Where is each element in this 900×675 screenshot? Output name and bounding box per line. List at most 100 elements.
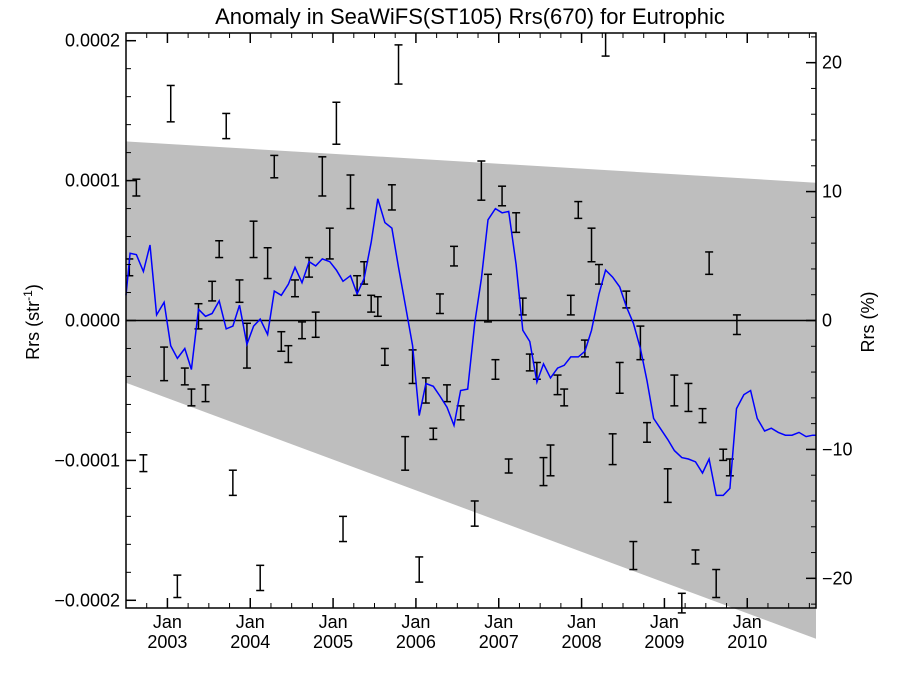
errorbar-point xyxy=(435,293,444,315)
errorbar-point xyxy=(173,574,182,599)
errorbar-point xyxy=(387,184,396,211)
errorbar-point xyxy=(325,227,334,260)
y-right-tick-label: −10 xyxy=(822,439,853,459)
errorbar-point xyxy=(228,469,237,497)
errorbar-point xyxy=(394,44,403,85)
errorbar-point xyxy=(608,433,617,466)
y-axis-left-label: Rrs (str-1) xyxy=(21,284,43,360)
errorbar-point xyxy=(249,220,258,259)
errorbar-point xyxy=(615,361,624,394)
errorbar-point xyxy=(546,444,555,477)
errorbar-point xyxy=(311,311,320,339)
errorbar-point xyxy=(415,556,424,583)
errorbar-point xyxy=(663,468,672,504)
y-axis-left-label-suffix: ) xyxy=(23,284,43,290)
errorbar-point xyxy=(580,339,589,358)
errorbar-point xyxy=(180,367,189,386)
y-right-tick-label: 20 xyxy=(822,53,842,73)
y-axis-left-label-main: Rrs (str xyxy=(23,301,43,360)
errorbar-point xyxy=(339,515,348,543)
x-tick-month-label: Jan xyxy=(650,612,679,632)
errorbar-point xyxy=(160,346,169,382)
errorbar-point xyxy=(491,358,500,381)
errorbar-point xyxy=(380,347,389,367)
x-tick-year-label: 2009 xyxy=(644,632,684,652)
errorbar-point xyxy=(566,294,575,316)
x-tick-year-label: 2008 xyxy=(562,632,602,652)
errorbar-point xyxy=(235,279,244,304)
y-left-tick-label: −0.0002 xyxy=(54,590,120,610)
y-left-tick-label: 0.0002 xyxy=(65,31,120,51)
series-line-layer xyxy=(125,198,816,497)
errorbar-point xyxy=(477,160,486,201)
errorbar-point xyxy=(373,295,382,318)
x-tick-year-label: 2005 xyxy=(313,632,353,652)
errorbar-point xyxy=(705,251,714,276)
errorbar-point xyxy=(450,245,459,267)
y-axis-left-label-superscript: -1 xyxy=(21,290,35,301)
errorbar-point xyxy=(684,382,693,413)
errorbar-point xyxy=(270,154,279,179)
errorbar-point xyxy=(539,456,548,487)
errorbar-point xyxy=(560,388,569,407)
errorbar-point xyxy=(719,448,728,462)
errorbar-point xyxy=(367,294,376,313)
errorbar-point xyxy=(698,407,707,424)
errorbar-point xyxy=(284,344,293,364)
x-tick-month-label: Jan xyxy=(733,612,762,632)
confidence-band-layer xyxy=(126,141,816,639)
series-line xyxy=(125,198,816,497)
x-tick-month-label: Jan xyxy=(319,612,348,632)
y-axis-right-label: Rrs (%) xyxy=(858,292,878,353)
errorbar-point xyxy=(256,564,265,592)
errorbar-point xyxy=(629,540,638,571)
y-left-tick-label: 0.0001 xyxy=(65,171,120,191)
errorbar-point xyxy=(132,178,141,197)
errorbar-point xyxy=(677,592,686,614)
errorbar-point xyxy=(421,377,430,404)
errorbar-layer xyxy=(126,33,741,614)
errorbar-point xyxy=(732,314,741,336)
errorbar-point xyxy=(574,200,583,220)
errorbar-point xyxy=(512,212,521,234)
errorbar-point xyxy=(587,227,596,263)
errorbar-point xyxy=(498,185,507,207)
errorbar-point xyxy=(318,156,327,197)
errorbar-point xyxy=(712,568,721,599)
errorbar-point xyxy=(298,321,307,340)
confidence-band xyxy=(126,141,816,639)
errorbar-point xyxy=(263,247,272,280)
x-tick-month-label: Jan xyxy=(401,612,430,632)
errorbar-point xyxy=(332,101,341,145)
errorbar-point xyxy=(553,374,562,396)
errorbar-point xyxy=(139,454,148,473)
errorbar-point xyxy=(222,112,231,140)
x-tick-month-label: Jan xyxy=(567,612,596,632)
errorbar-point xyxy=(208,280,217,302)
errorbar-point xyxy=(670,374,679,407)
x-tick-month-label: Jan xyxy=(153,612,182,632)
x-tick-year-label: 2006 xyxy=(396,632,436,652)
errorbar-point xyxy=(429,427,438,441)
errorbar-point xyxy=(401,435,410,471)
errorbar-point xyxy=(504,458,513,474)
x-tick-year-label: 2010 xyxy=(727,632,767,652)
x-tick-year-label: 2007 xyxy=(479,632,519,652)
errorbar-point xyxy=(470,500,479,527)
errorbar-point xyxy=(290,279,299,298)
y-right-tick-label: 0 xyxy=(822,311,832,331)
y-left-tick-label: −0.0001 xyxy=(54,450,120,470)
errorbar-point xyxy=(166,84,175,123)
errorbar-point xyxy=(277,330,286,353)
tick-layer: 0.00020.00010.0000−0.0001−0.000220100−10… xyxy=(54,31,852,652)
x-tick-year-label: 2003 xyxy=(147,632,187,652)
chart-title: Anomaly in SeaWiFS(ST105) Rrs(670) for E… xyxy=(215,4,725,29)
errorbar-point xyxy=(346,174,355,210)
errorbar-point xyxy=(201,384,210,403)
errorbar-point xyxy=(215,240,224,259)
y-left-tick-label: 0.0000 xyxy=(65,311,120,331)
errorbar-point xyxy=(483,273,492,323)
y-right-tick-label: 10 xyxy=(822,182,842,202)
errorbar-point xyxy=(187,388,196,407)
